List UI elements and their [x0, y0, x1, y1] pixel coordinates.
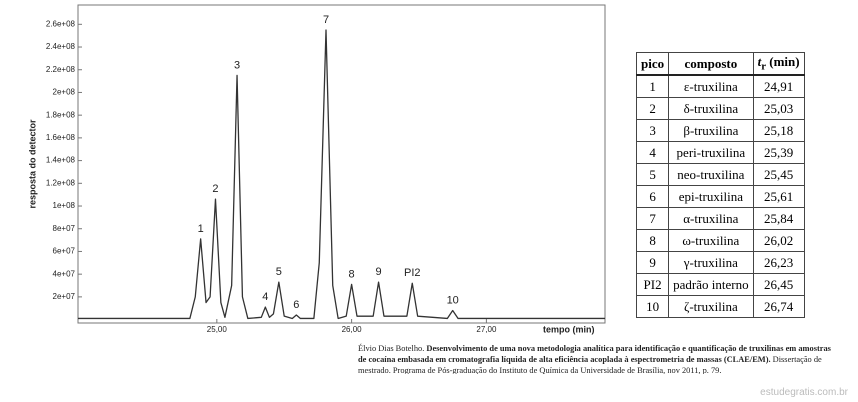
y-tick-label: 6e+07	[53, 247, 76, 256]
table-cell: ε-truxilina	[668, 74, 754, 98]
table-cell: 8	[635, 229, 670, 252]
caption-author: Élvio Dias Botelho.	[358, 344, 425, 353]
table-cell: 2	[635, 97, 670, 120]
caption: Élvio Dias Botelho. Desenvolvimento de u…	[358, 343, 838, 374]
header-unit: (min)	[766, 54, 800, 70]
header-subscript: r	[761, 60, 767, 73]
peak-label: 5	[276, 266, 282, 278]
peak-label: 6	[293, 299, 299, 311]
peak-label: 1	[198, 223, 204, 235]
caption-title: Desenvolvimento de uma nova metodologia …	[358, 344, 831, 364]
y-tick-label: 2e+08	[53, 88, 76, 97]
table-cell: 25,45	[752, 163, 805, 186]
table-cell: β-truxilina	[668, 119, 754, 142]
table-row: 2 δ-truxilina 25,03	[635, 97, 805, 120]
y-tick-label: 8e+07	[53, 224, 76, 233]
table-cell: 25,18	[752, 119, 805, 142]
table-cell: 7	[635, 207, 670, 230]
header-row: pico composto tr (min)	[635, 52, 805, 76]
x-tick-label: 27,00	[476, 325, 497, 334]
table-cell: 25,61	[752, 185, 805, 208]
table-cell: padrão interno	[668, 273, 754, 296]
table-cell: ω-truxilina	[668, 229, 754, 252]
table-cell: 26,45	[752, 273, 805, 296]
x-axis-label: tempo (min)	[543, 324, 595, 334]
y-tick-label: 1e+08	[53, 201, 76, 210]
plot-frame	[77, 4, 606, 324]
y-tick-label: 2e+07	[53, 292, 76, 301]
table-row: 10 ζ-truxilina 26,74	[635, 295, 805, 318]
table-row: 7 α-truxilina 25,84	[635, 207, 805, 230]
table-row: 9 γ-truxilina 26,23	[635, 251, 805, 274]
caption-rest: Dissertação de mestrado. Programa de Pós…	[358, 355, 822, 374]
table-cell: 25,39	[752, 141, 805, 164]
table-cell: 3	[635, 119, 670, 142]
table-cell: 9	[635, 251, 670, 274]
peak-label: 8	[349, 268, 355, 280]
y-tick-label: 1.6e+08	[46, 133, 76, 142]
table-row: 1 ε-truxilina 24,91	[635, 74, 805, 98]
peak-label: 2	[212, 183, 218, 195]
header-symbol: t	[757, 54, 762, 70]
y-tick-label: 1.2e+08	[46, 178, 76, 187]
peak-label: 9	[376, 266, 382, 278]
peak-label: 4	[262, 291, 268, 303]
table-row: 8 ω-truxilina 26,02	[635, 229, 805, 252]
table-cell: 26,02	[752, 229, 805, 252]
table-cell: 25,84	[752, 207, 805, 230]
table-row: PI2 padrão interno 26,45	[635, 273, 805, 296]
table-cell: 24,91	[752, 74, 805, 98]
table-row: 5 neo-truxilina 25,45	[635, 163, 805, 186]
table-cell: 26,74	[752, 295, 805, 318]
table-cell: δ-truxilina	[668, 97, 754, 120]
header-cell: composto	[668, 52, 754, 76]
table-row: 6 epi-truxilina 25,61	[635, 185, 805, 208]
compound-table: pico composto tr (min) 1 ε-truxilina 24,91…	[635, 52, 805, 318]
table-cell: neo-truxilina	[668, 163, 754, 186]
table-cell: PI2	[635, 273, 670, 296]
table-row: 3 β-truxilina 25,18	[635, 119, 805, 142]
table-cell: 10	[635, 295, 670, 318]
table-cell: 26,23	[752, 251, 805, 274]
y-tick-label: 1.8e+08	[46, 110, 76, 119]
x-tick-label: 26,00	[342, 325, 363, 334]
peak-label: 10	[447, 294, 459, 306]
table-row: 4 peri-truxilina 25,39	[635, 141, 805, 164]
trace	[78, 29, 605, 320]
y-tick-label: 4e+07	[53, 269, 76, 278]
y-tick-label: 2.4e+08	[46, 42, 76, 51]
table-cell: 1	[635, 74, 670, 98]
header-cell: tr (min)	[752, 52, 805, 76]
y-tick-label: 2.2e+08	[46, 65, 76, 74]
table-cell: ζ-truxilina	[668, 295, 754, 318]
y-tick-label: 2.6e+08	[46, 19, 76, 28]
table-cell: 5	[635, 163, 670, 186]
watermark: estudegratis.com.br	[760, 387, 848, 398]
header-cell: pico	[635, 52, 670, 76]
table-cell: epi-truxilina	[668, 185, 754, 208]
table-cell: 4	[635, 141, 670, 164]
peak-label: 3	[234, 59, 240, 71]
table-cell: α-truxilina	[668, 207, 754, 230]
table-cell: peri-truxilina	[668, 141, 754, 164]
peak-label: PI2	[404, 267, 421, 279]
peak-label: 7	[323, 14, 329, 26]
x-tick-label: 25,00	[207, 325, 228, 334]
table-cell: γ-truxilina	[668, 251, 754, 274]
y-axis-label: resposta do detector	[27, 119, 37, 209]
table-cell: 6	[635, 185, 670, 208]
y-tick-label: 1.4e+08	[46, 156, 76, 165]
table-cell: 25,03	[752, 97, 805, 120]
